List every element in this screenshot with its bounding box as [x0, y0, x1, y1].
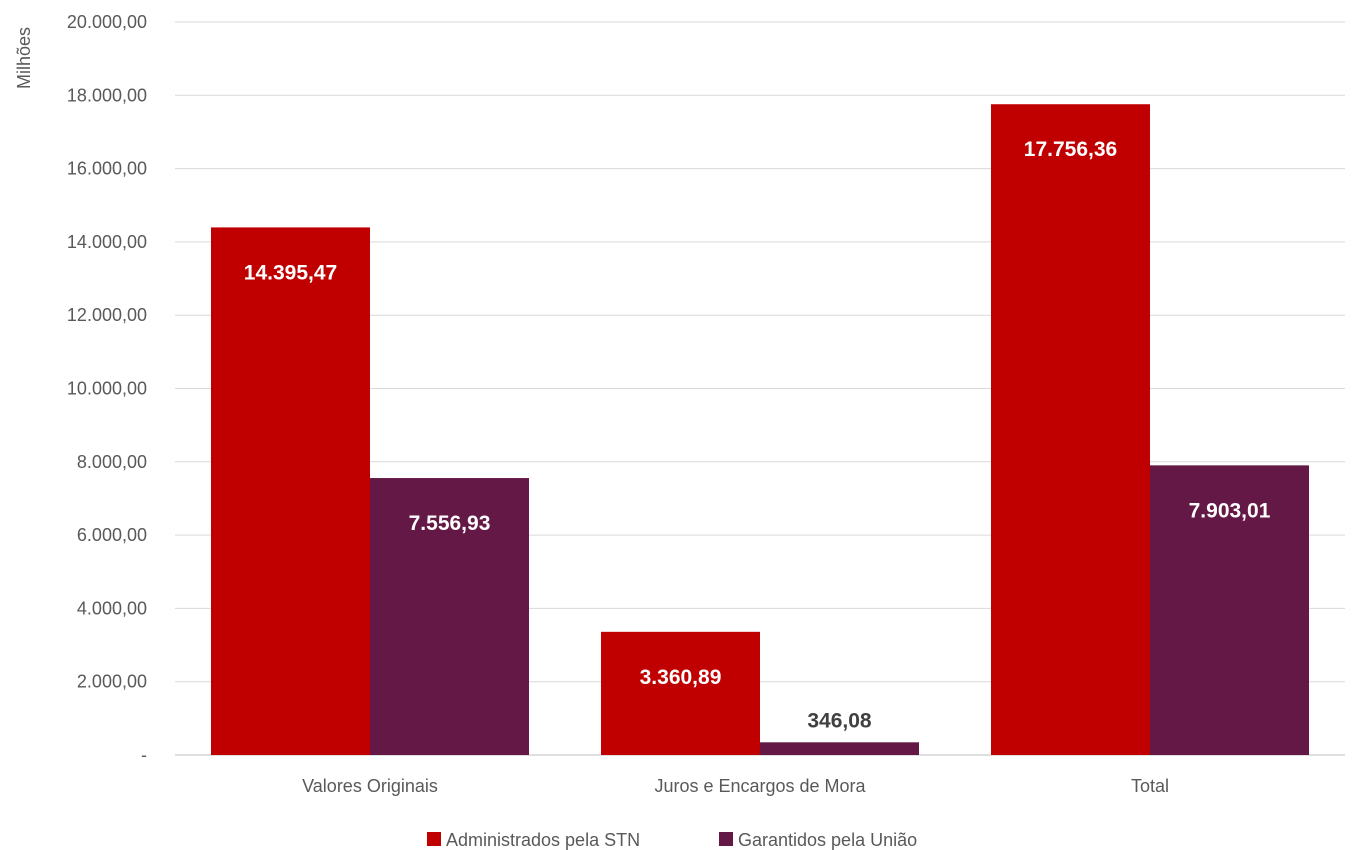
y-tick-label: 8.000,00: [77, 452, 147, 472]
bar-garantidos: [370, 478, 529, 755]
data-label: 346,08: [807, 709, 872, 732]
data-label: 17.756,36: [1024, 138, 1117, 161]
y-tick-label: 16.000,00: [67, 159, 147, 179]
data-label: 14.395,47: [244, 261, 337, 284]
y-tick-label: -: [141, 745, 147, 765]
y-axis-ticks: - 2.000,00 4.000,00 6.000,00 8.000,00 10.000,…: [67, 12, 147, 765]
bar-garantidos: [760, 742, 919, 755]
category-labels: Valores Originais Juros e Encargos de Mor…: [302, 776, 1169, 796]
y-tick-label: 2.000,00: [77, 672, 147, 692]
y-tick-label: 12.000,00: [67, 305, 147, 325]
data-label: 7.903,01: [1189, 499, 1271, 522]
bar-administrados: [991, 104, 1150, 755]
bars: [211, 104, 1309, 756]
category-label: Valores Originais: [302, 776, 438, 796]
y-tick-label: 20.000,00: [67, 12, 147, 32]
legend: Administrados pela STN Garantidos pela Un…: [427, 830, 917, 850]
data-labels: 14.395,47 7.556,93 3.360,89 346,08 17.756,36…: [244, 138, 1271, 732]
category-label: Juros e Encargos de Mora: [654, 776, 866, 796]
legend-swatch: [719, 832, 733, 846]
legend-swatch: [427, 832, 441, 846]
category-label: Total: [1131, 776, 1169, 796]
bar-administrados: [211, 227, 370, 756]
data-label: 3.360,89: [640, 666, 722, 689]
bar-administrados: [601, 631, 760, 755]
y-tick-label: 6.000,00: [77, 525, 147, 545]
y-tick-label: 10.000,00: [67, 379, 147, 399]
y-tick-label: 18.000,00: [67, 85, 147, 105]
data-label: 7.556,93: [409, 512, 491, 535]
y-axis-label: Milhões: [14, 27, 34, 89]
legend-label: Administrados pela STN: [446, 830, 640, 850]
y-tick-label: 14.000,00: [67, 232, 147, 252]
legend-label: Garantidos pela União: [738, 830, 917, 850]
bar-garantidos: [1150, 465, 1309, 755]
y-tick-label: 4.000,00: [77, 598, 147, 618]
